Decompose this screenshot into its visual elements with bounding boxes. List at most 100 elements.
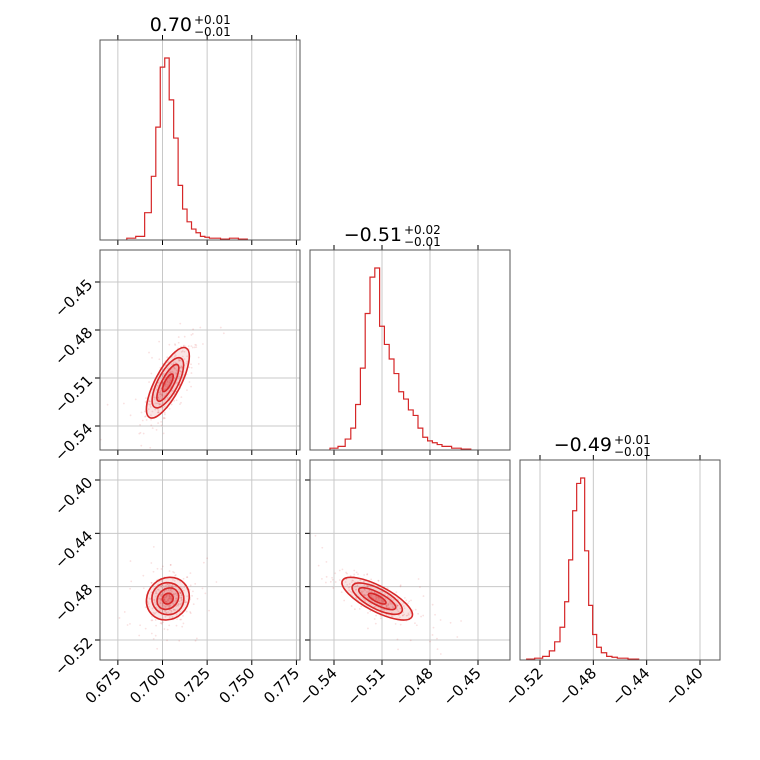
contour-1 bbox=[161, 592, 175, 605]
sample-point bbox=[167, 589, 170, 592]
title-upper-p0: +0.01 bbox=[194, 13, 231, 27]
sample-point bbox=[142, 432, 145, 435]
sample-point bbox=[380, 604, 382, 607]
sample-point bbox=[168, 585, 171, 587]
sample-point bbox=[144, 606, 147, 609]
sample-point bbox=[181, 350, 184, 352]
sample-point bbox=[329, 580, 332, 583]
sample-point bbox=[340, 591, 343, 594]
sample-point bbox=[156, 647, 159, 650]
sample-point bbox=[178, 359, 181, 362]
sample-point bbox=[178, 639, 181, 642]
sample-point bbox=[142, 587, 145, 590]
sample-point bbox=[168, 616, 171, 619]
sample-point bbox=[382, 601, 385, 604]
sample-point bbox=[194, 582, 197, 585]
sample-point bbox=[106, 403, 109, 406]
sample-point bbox=[189, 572, 192, 575]
sample-point bbox=[407, 602, 409, 605]
sample-point bbox=[153, 398, 156, 400]
sample-point bbox=[163, 596, 166, 599]
sample-point bbox=[368, 581, 371, 584]
sample-point bbox=[403, 596, 406, 599]
sample-point bbox=[164, 600, 167, 603]
sample-point bbox=[167, 597, 170, 600]
sample-point bbox=[161, 565, 164, 568]
sample-point bbox=[191, 332, 194, 335]
sample-point bbox=[160, 595, 162, 598]
sample-point bbox=[168, 343, 171, 346]
sample-point bbox=[173, 399, 176, 402]
sample-point bbox=[355, 597, 358, 599]
sample-point bbox=[385, 605, 388, 608]
sample-point bbox=[353, 573, 356, 576]
sample-point bbox=[367, 627, 369, 630]
sample-point bbox=[171, 389, 174, 392]
sample-point bbox=[168, 376, 170, 379]
sample-point bbox=[177, 359, 180, 362]
sample-point bbox=[356, 584, 359, 586]
sample-point bbox=[374, 595, 377, 598]
sample-point bbox=[201, 587, 204, 590]
sample-point bbox=[164, 364, 167, 366]
sample-point bbox=[397, 648, 399, 651]
sample-point bbox=[197, 356, 200, 359]
sample-point bbox=[154, 592, 157, 595]
sample-point bbox=[395, 603, 398, 606]
sample-point bbox=[369, 594, 372, 597]
sample-point bbox=[180, 599, 183, 602]
sample-point bbox=[185, 601, 188, 604]
sample-point bbox=[173, 608, 175, 611]
sample-point bbox=[163, 590, 166, 593]
sample-point bbox=[385, 604, 388, 607]
sample-point bbox=[169, 564, 172, 566]
sample-point bbox=[350, 605, 353, 607]
contour-1 bbox=[367, 592, 387, 605]
sample-point bbox=[174, 593, 177, 595]
sample-point bbox=[153, 613, 156, 615]
sample-point bbox=[170, 597, 173, 599]
sample-point bbox=[172, 361, 175, 363]
sample-point bbox=[164, 388, 167, 390]
sample-point bbox=[180, 594, 183, 597]
sample-point bbox=[164, 605, 167, 608]
sample-point bbox=[157, 397, 160, 399]
sample-point bbox=[432, 626, 435, 629]
sample-point bbox=[338, 579, 341, 581]
sample-point bbox=[377, 596, 380, 599]
sample-point bbox=[414, 608, 417, 611]
sample-point bbox=[134, 398, 137, 401]
sample-point bbox=[431, 603, 434, 606]
sample-point bbox=[153, 396, 156, 399]
sample-point bbox=[159, 609, 161, 612]
sample-point bbox=[175, 624, 178, 627]
sample-point bbox=[160, 568, 163, 570]
sample-point bbox=[162, 432, 165, 435]
sample-point bbox=[157, 398, 160, 401]
x-tick-label-p2-0: −0.52 bbox=[502, 664, 547, 709]
sample-point bbox=[164, 585, 167, 588]
sample-point bbox=[162, 417, 165, 420]
sample-point bbox=[186, 595, 188, 598]
sample-point bbox=[144, 627, 147, 630]
sample-point bbox=[167, 599, 170, 602]
y-tick-label-p2-1: −0.48 bbox=[51, 580, 96, 625]
sample-point bbox=[170, 585, 173, 588]
sample-point bbox=[180, 351, 183, 353]
sample-point bbox=[359, 579, 362, 582]
sample-point bbox=[141, 419, 144, 422]
sample-point bbox=[385, 613, 388, 616]
sample-point bbox=[347, 586, 350, 589]
sample-point bbox=[154, 402, 157, 405]
sample-point bbox=[160, 393, 163, 396]
sample-point bbox=[184, 601, 187, 604]
sample-point bbox=[163, 388, 165, 391]
sample-point bbox=[168, 609, 171, 612]
sample-point bbox=[387, 602, 390, 605]
sample-point bbox=[175, 599, 178, 602]
sample-point bbox=[370, 578, 373, 581]
sample-point bbox=[338, 569, 341, 572]
sample-point bbox=[172, 608, 175, 611]
sample-point bbox=[165, 594, 168, 597]
sample-point bbox=[190, 334, 193, 336]
